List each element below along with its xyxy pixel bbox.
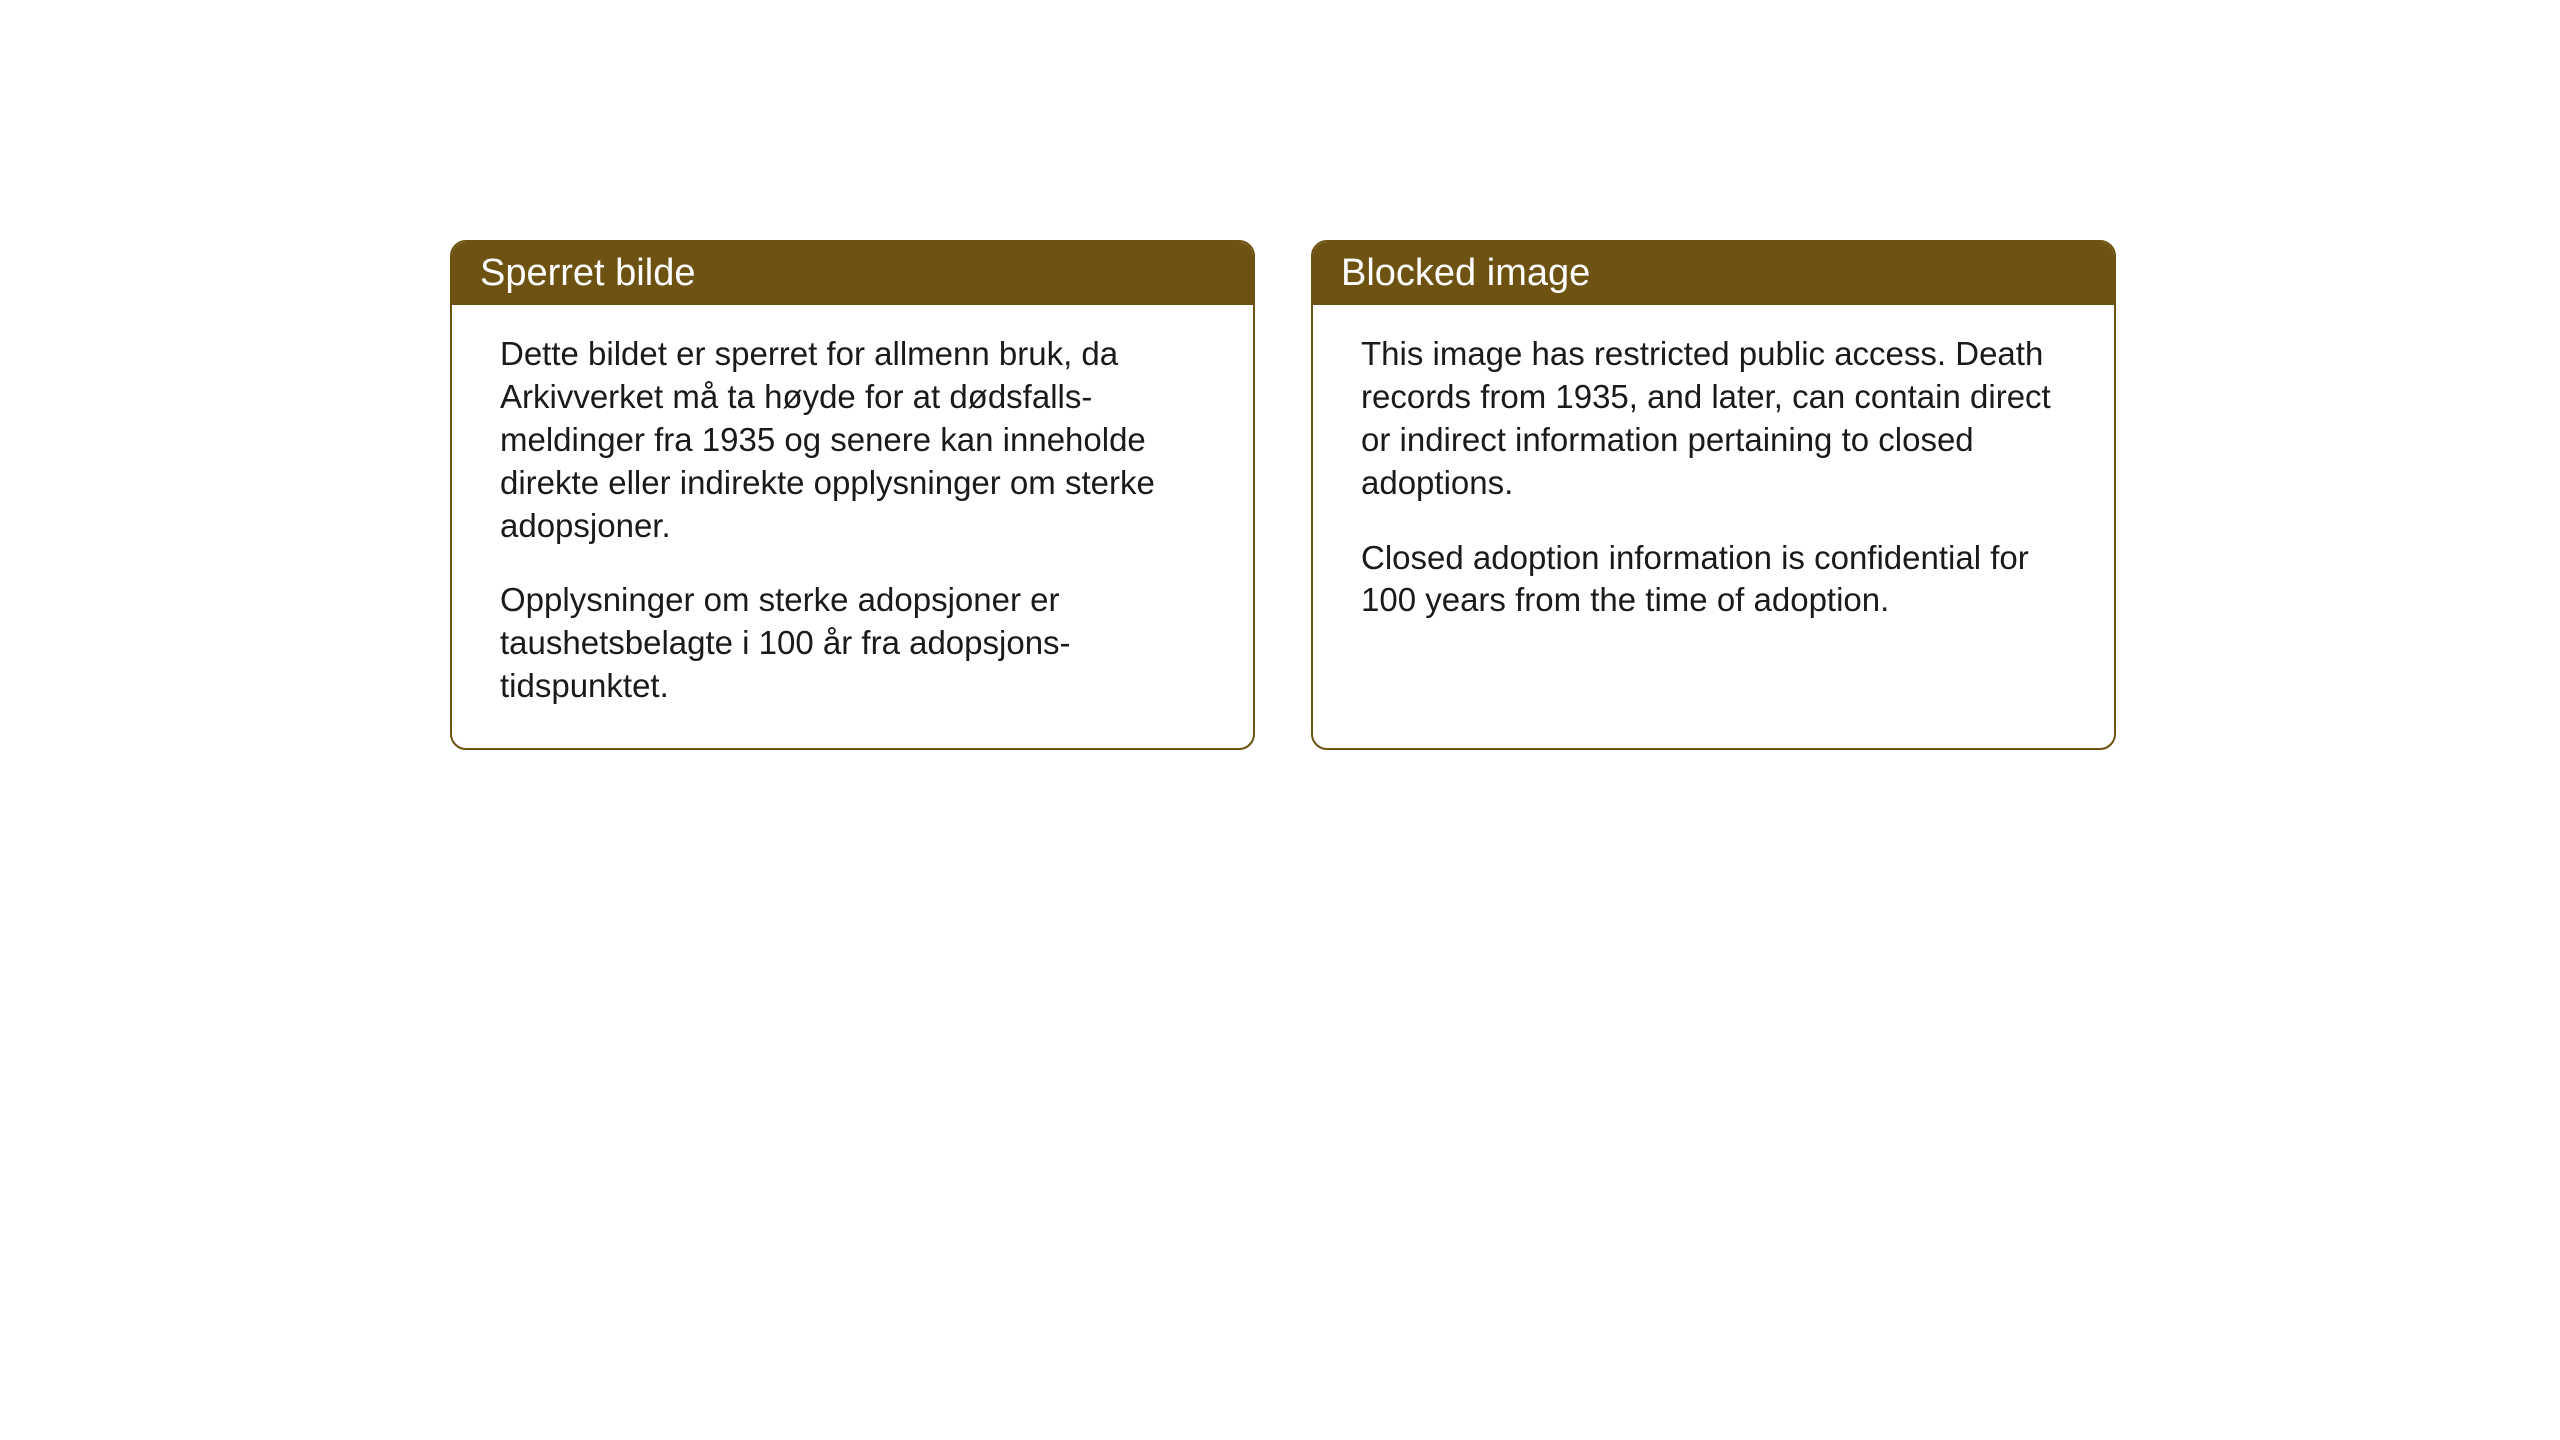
notice-container: Sperret bilde Dette bildet er sperret fo… <box>450 240 2116 750</box>
notice-title-english: Blocked image <box>1341 252 1590 294</box>
notice-paragraph-1-norwegian: Dette bildet er sperret for allmenn bruk… <box>500 333 1205 547</box>
notice-paragraph-1-english: This image has restricted public access.… <box>1361 333 2066 505</box>
notice-header-english: Blocked image <box>1313 242 2114 305</box>
notice-title-norwegian: Sperret bilde <box>480 252 695 294</box>
notice-card-english: Blocked image This image has restricted … <box>1311 240 2116 750</box>
notice-body-norwegian: Dette bildet er sperret for allmenn bruk… <box>452 305 1253 748</box>
notice-card-norwegian: Sperret bilde Dette bildet er sperret fo… <box>450 240 1255 750</box>
notice-header-norwegian: Sperret bilde <box>452 242 1253 305</box>
notice-paragraph-2-norwegian: Opplysninger om sterke adopsjoner er tau… <box>500 579 1205 708</box>
notice-paragraph-2-english: Closed adoption information is confident… <box>1361 537 2066 623</box>
notice-body-english: This image has restricted public access.… <box>1313 305 2114 662</box>
